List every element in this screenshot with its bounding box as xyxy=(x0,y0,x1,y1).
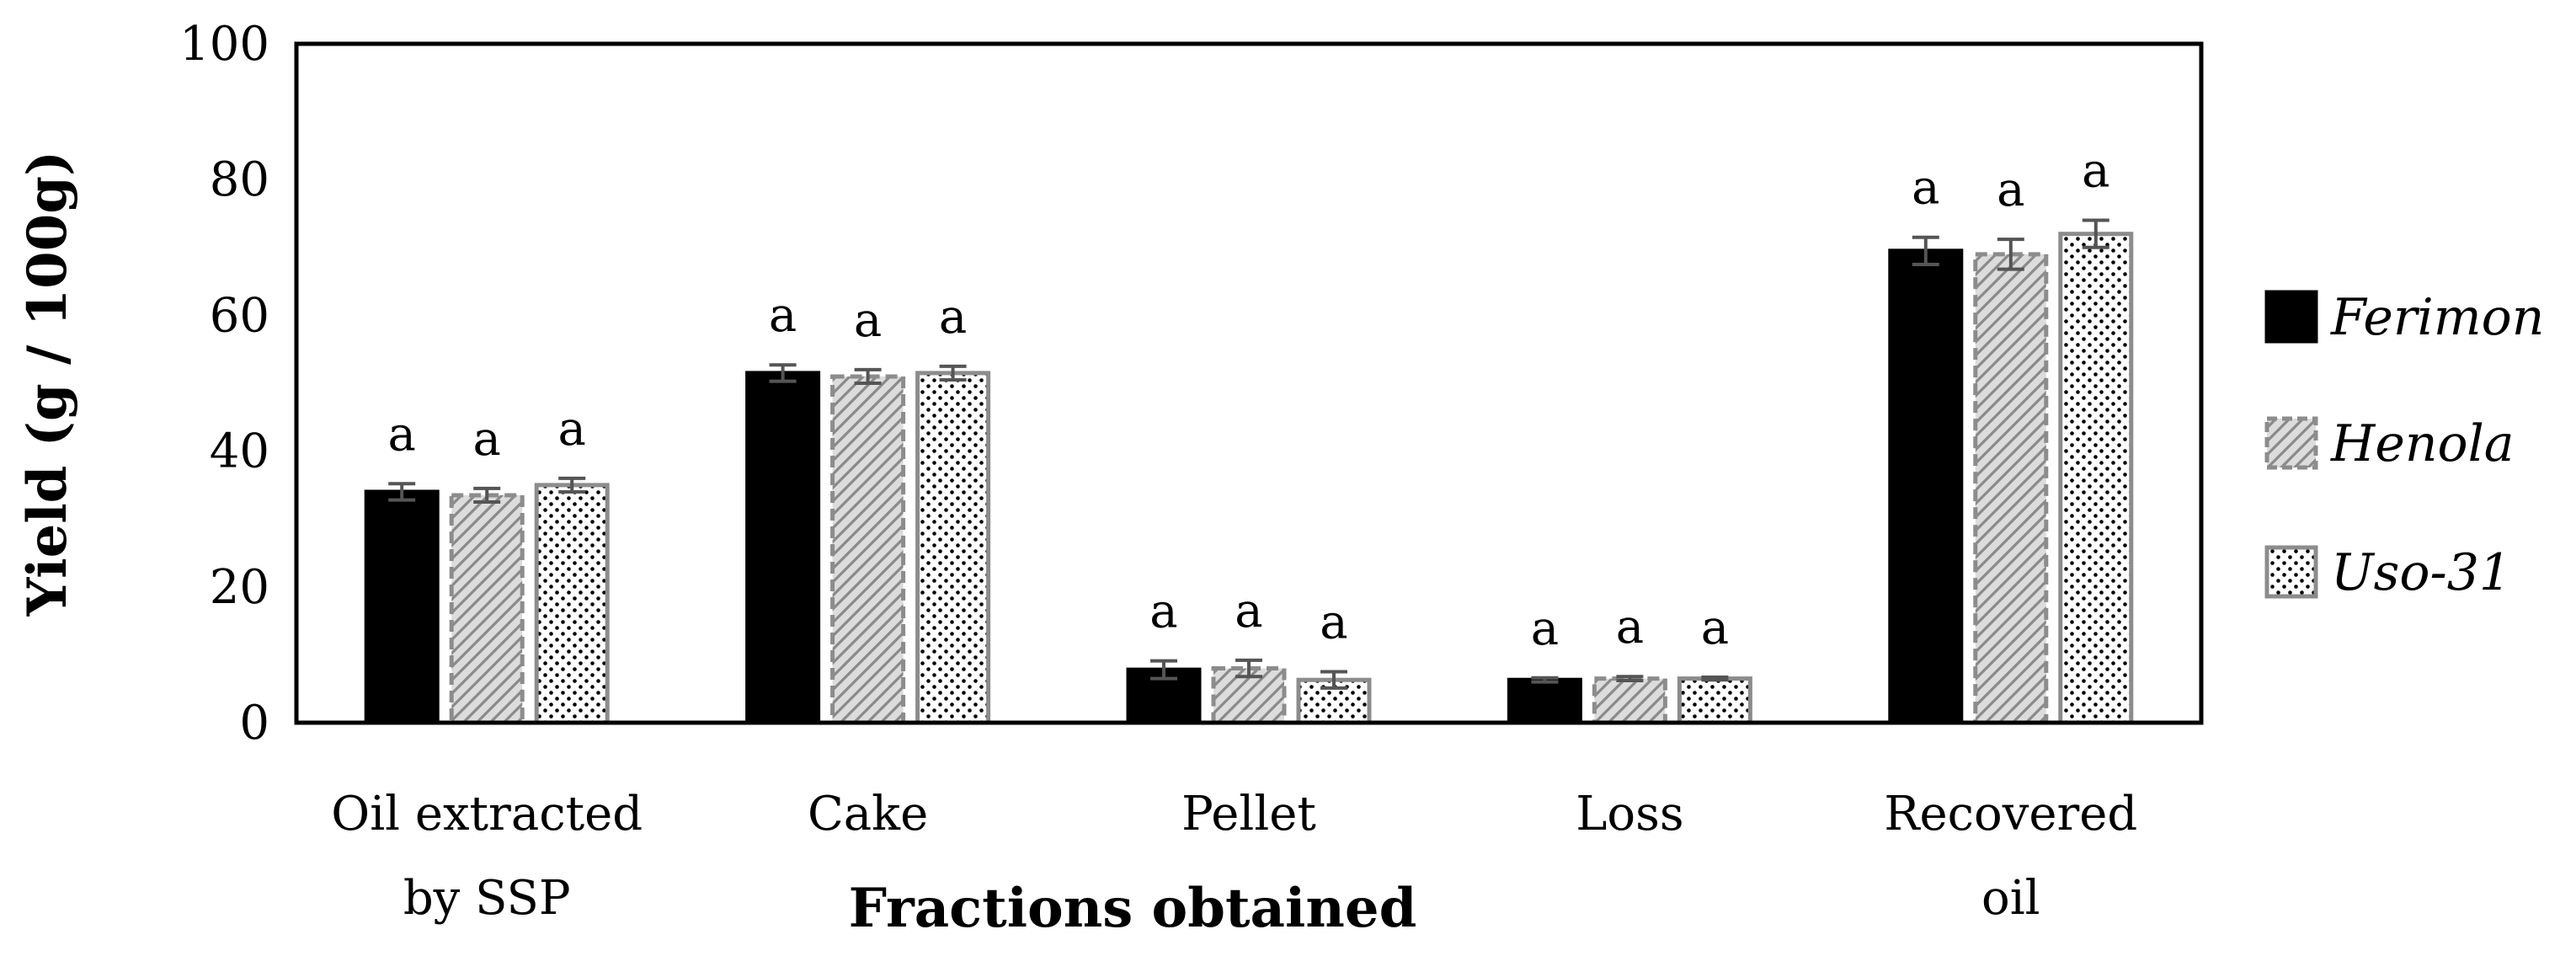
significance-letter: a xyxy=(1320,595,1347,650)
significance-letter: a xyxy=(1997,163,2024,217)
x-category-label: Recovered xyxy=(1884,787,2137,841)
legend: Ferimon Henola Uso-31 xyxy=(2264,288,2544,602)
significance-labels: a a a a a a a a a a a a a a a xyxy=(388,144,2110,656)
error-bar xyxy=(1616,675,1644,683)
bar-ferimon xyxy=(364,489,440,725)
bar-ferimon xyxy=(1507,677,1582,725)
significance-letter: a xyxy=(854,293,882,348)
significance-letter: a xyxy=(769,288,797,343)
bars xyxy=(364,232,2134,725)
x-category-label: by SSP xyxy=(403,871,571,926)
error-bar xyxy=(388,482,416,502)
bar-uso-31 xyxy=(2058,232,2134,725)
error-bar xyxy=(769,363,797,383)
error-bar xyxy=(939,364,967,382)
significance-letter: a xyxy=(388,407,416,462)
error-bar xyxy=(1235,658,1262,679)
significance-letter: a xyxy=(1149,585,1177,639)
error-bar xyxy=(1531,676,1559,684)
bar-ferimon xyxy=(1888,248,1964,725)
error-bar xyxy=(1150,659,1177,681)
significance-letter: a xyxy=(939,290,967,344)
x-category-label: Loss xyxy=(1576,787,1683,841)
bar-henola xyxy=(1592,676,1667,725)
legend-swatch xyxy=(2264,416,2318,470)
y-tick-label: 20 xyxy=(210,560,269,615)
significance-letter: a xyxy=(2082,144,2109,199)
error-bar xyxy=(2082,218,2109,249)
legend-label: Uso-31 xyxy=(2331,543,2511,602)
error-bar xyxy=(1320,670,1347,690)
x-category-label: oil xyxy=(1981,871,2040,926)
significance-letter: a xyxy=(1912,161,1939,216)
legend-swatch xyxy=(2264,290,2318,344)
significance-letter: a xyxy=(1235,584,1262,638)
y-tick-label: 60 xyxy=(210,288,269,343)
legend-label: Henola xyxy=(2330,414,2515,473)
plot-area-frame xyxy=(294,41,2204,725)
y-axis-ticks: 0 20 40 60 80 100 xyxy=(179,17,269,750)
y-tick-label: 0 xyxy=(239,696,269,750)
error-bar xyxy=(1912,235,1939,266)
bar-uso-31 xyxy=(1677,676,1752,725)
y-tick-label: 40 xyxy=(210,425,269,479)
bar-ferimon xyxy=(745,371,821,725)
error-bar xyxy=(854,367,882,385)
y-tick-label: 80 xyxy=(210,152,269,207)
x-axis-category-labels: Oil extracted by SSP Cake Pellet Loss Recover… xyxy=(331,787,2137,926)
significance-letter: a xyxy=(1531,601,1559,656)
significance-letter: a xyxy=(473,412,501,467)
bar-henola xyxy=(449,493,525,725)
bar-uso-31 xyxy=(915,371,991,725)
significance-letter: a xyxy=(1616,600,1644,654)
legend-swatch xyxy=(2264,545,2318,599)
error-bar xyxy=(558,476,586,494)
x-category-label: Oil extracted xyxy=(331,787,643,841)
x-category-label: Pellet xyxy=(1181,787,1316,841)
significance-letter: a xyxy=(558,402,586,457)
y-tick-label: 100 xyxy=(179,17,269,72)
bar-henola xyxy=(830,374,906,725)
error-bar xyxy=(1997,238,2024,271)
bar-uso-31 xyxy=(534,483,610,725)
x-axis-title: Fractions obtained xyxy=(849,877,1417,940)
bar-henola xyxy=(1973,252,2049,725)
error-bars xyxy=(388,218,2109,690)
error-bar xyxy=(1701,675,1729,682)
significance-letter: a xyxy=(1701,601,1729,655)
error-bar xyxy=(473,486,501,505)
y-axis-title: Yield (g / 100g) xyxy=(16,151,79,617)
x-category-label: Cake xyxy=(808,787,928,841)
legend-label: Ferimon xyxy=(2330,288,2544,347)
